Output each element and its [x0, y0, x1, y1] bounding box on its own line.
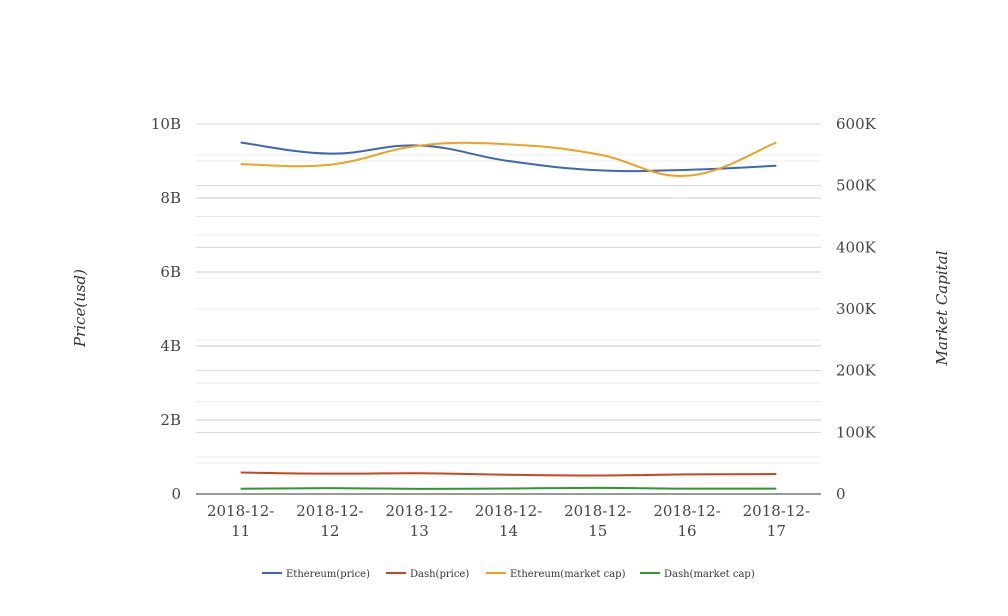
x-tick-label: 2018-12-17: [743, 502, 810, 540]
y-axis-right-ticks: 0 100K 200K 300K 400K 500K 600K: [836, 115, 877, 503]
y-axis-right-title: Market Capital: [933, 250, 951, 366]
x-tick-label: 2018-12-14: [475, 502, 542, 540]
y-right-tick-label: 200K: [836, 362, 877, 380]
x-tick-label: 2018-12-16: [653, 502, 720, 540]
y-right-tick-label: 400K: [836, 238, 877, 256]
series-line-ethereum-price: [240, 141, 777, 173]
series-line-dash-market-cap: [240, 486, 777, 490]
series-line-dash-price: [240, 471, 777, 477]
gridlines: [196, 123, 821, 464]
y-right-tick-label: 100K: [836, 423, 877, 441]
legend-label: Ethereum(market cap): [510, 569, 626, 580]
y-left-tick-label: 8B: [160, 189, 181, 207]
x-tick-label: 2018-12-12: [296, 502, 363, 540]
y-right-tick-label: 500K: [836, 177, 877, 195]
y-left-tick-label: 6B: [160, 263, 181, 281]
legend-label: Ethereum(price): [286, 569, 370, 580]
legend-label: Dash(market cap): [664, 569, 755, 580]
x-tick-label: 2018-12-15: [564, 502, 631, 540]
y-right-tick-label: 0: [836, 485, 846, 503]
y-axis-left-ticks: 0 2B 4B 6B 8B 10B: [151, 115, 181, 503]
x-axis-ticks: 2018-12-11 2018-12-12 2018-12-13 2018-12-14…: [207, 502, 810, 540]
y-left-tick-label: 4B: [160, 337, 181, 355]
y-right-tick-label: 300K: [836, 300, 877, 318]
legend-label: Dash(price): [410, 569, 469, 580]
y-left-tick-label: 0: [171, 485, 181, 503]
x-tick-label: 2018-12-13: [386, 502, 453, 540]
legend: Ethereum(price) Dash(price) Ethereum(marke…: [262, 569, 755, 580]
y-left-tick-label: 10B: [151, 115, 181, 133]
y-axis-left-title: Price(usd): [71, 269, 89, 348]
y-right-tick-label: 600K: [836, 115, 877, 133]
series-lines: [240, 141, 777, 490]
y-left-tick-label: 2B: [160, 411, 181, 429]
series-line-ethereum-market-cap: [240, 141, 777, 177]
x-tick-label: 2018-12-11: [207, 502, 274, 540]
